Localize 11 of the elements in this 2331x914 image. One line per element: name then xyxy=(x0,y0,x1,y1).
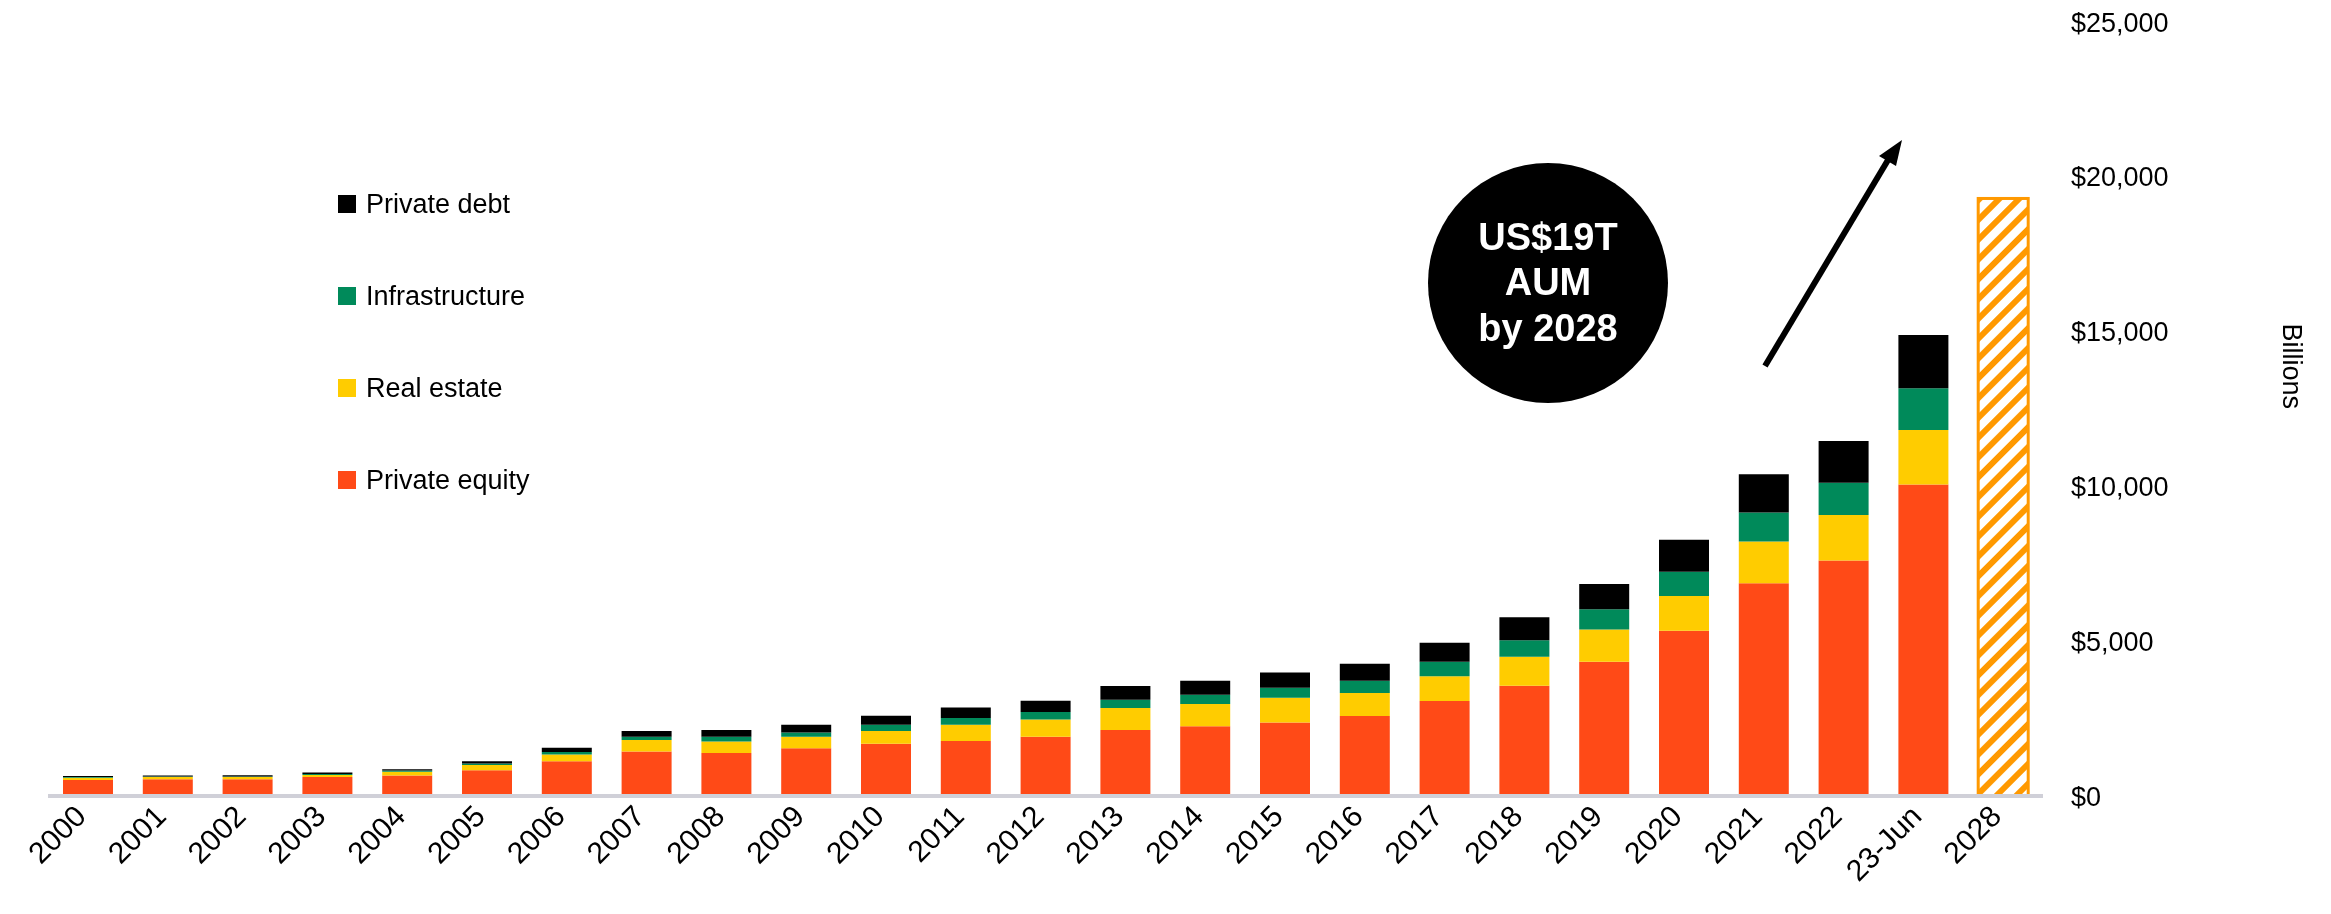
legend-label: Infrastructure xyxy=(366,280,526,312)
y-tick-label: $20,000 xyxy=(2071,162,2169,193)
y-tick-label: $5,000 xyxy=(2071,626,2154,657)
legend-label: Real estate xyxy=(366,372,503,404)
legend-label: Private equity xyxy=(366,464,530,496)
y-tick-label: $0 xyxy=(2071,781,2102,812)
y-tick-label: $10,000 xyxy=(2071,471,2169,502)
y-tick-label: $15,000 xyxy=(2071,317,2169,348)
y-tick-label: $25,000 xyxy=(2071,7,2169,38)
y-axis-title: Billions xyxy=(2277,323,2308,409)
legend-label: Private debt xyxy=(366,188,511,220)
